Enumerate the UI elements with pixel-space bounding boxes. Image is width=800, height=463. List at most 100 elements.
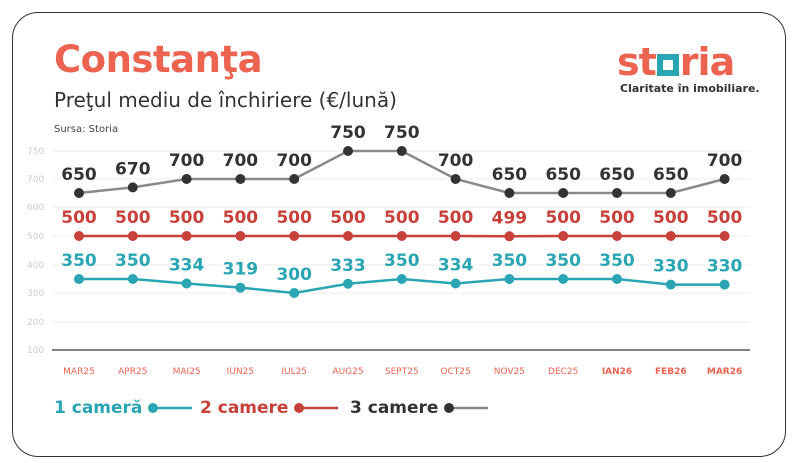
data-label: 500 <box>330 208 366 228</box>
data-label: 319 <box>223 260 259 280</box>
data-point <box>235 282 246 293</box>
data-label: 500 <box>61 208 97 228</box>
legend-line-icon <box>444 403 489 413</box>
y-tick-label: 400 <box>27 261 44 271</box>
data-point <box>289 288 300 298</box>
data-label: 350 <box>545 251 581 271</box>
y-tick-label: 750 <box>27 147 44 157</box>
data-point <box>235 231 246 241</box>
data-label: 700 <box>707 151 743 171</box>
data-point <box>719 174 730 184</box>
data-point <box>558 231 569 241</box>
x-tick-label: MAR26 <box>707 367 742 377</box>
data-point <box>665 188 676 198</box>
data-label: 750 <box>384 123 420 143</box>
data-label: 500 <box>223 208 259 228</box>
legend-line-icon <box>294 403 339 413</box>
legend-item: 3 camere <box>350 398 490 418</box>
data-label: 700 <box>169 151 205 171</box>
data-point <box>343 231 353 241</box>
legend-item: 2 camere <box>200 398 340 418</box>
data-label: 650 <box>492 165 528 185</box>
data-point <box>450 231 461 241</box>
y-tick-label: 200 <box>27 318 44 328</box>
x-tick-label: SEPT25 <box>385 367 419 377</box>
y-tick-label: 700 <box>27 175 44 185</box>
storia-logo: st ria <box>617 40 735 84</box>
y-tick-label: 300 <box>27 289 44 299</box>
logo-tagline: Claritate în imobiliare. <box>620 82 760 95</box>
data-label: 499 <box>492 208 528 228</box>
x-tick-label: MAR25 <box>63 367 95 377</box>
x-tick-label: APR25 <box>118 367 147 377</box>
data-point <box>450 278 461 289</box>
x-tick-label: NOV25 <box>494 367 525 377</box>
data-label: 650 <box>599 165 635 185</box>
data-label: 650 <box>545 165 581 185</box>
data-label: 350 <box>599 251 635 271</box>
source-note: Sursa: Storia <box>54 124 119 135</box>
data-point <box>74 231 84 241</box>
data-point <box>558 188 569 198</box>
data-label: 670 <box>115 159 151 179</box>
x-tick-label: DEC25 <box>548 367 578 377</box>
data-point <box>665 279 676 290</box>
data-point <box>504 188 515 198</box>
x-tick-label: AUG25 <box>332 367 363 377</box>
y-tick-label: 100 <box>27 346 44 356</box>
data-point <box>396 231 407 241</box>
chart-card <box>12 12 786 457</box>
y-tick-label: 500 <box>27 232 44 242</box>
data-point <box>719 231 730 241</box>
data-point <box>343 278 353 289</box>
x-tick-label: IUL25 <box>281 367 307 377</box>
data-point <box>450 174 461 184</box>
data-label: 350 <box>384 251 420 271</box>
data-point <box>181 174 192 184</box>
data-label: 650 <box>61 165 97 185</box>
data-label: 500 <box>599 208 635 228</box>
data-label: 334 <box>169 255 205 275</box>
data-point <box>665 231 676 241</box>
data-point <box>396 274 407 284</box>
data-label: 650 <box>653 165 689 185</box>
data-point <box>719 279 730 290</box>
legend-item: 1 cameră <box>54 398 194 418</box>
data-label: 700 <box>438 151 474 171</box>
data-label: 500 <box>276 208 312 228</box>
data-point <box>289 231 300 241</box>
data-label: 300 <box>276 265 312 285</box>
data-point <box>396 146 407 156</box>
data-label: 330 <box>653 257 689 277</box>
data-label: 500 <box>438 208 474 228</box>
data-point <box>612 274 622 284</box>
data-label: 500 <box>384 208 420 228</box>
logo-square-icon <box>656 54 679 76</box>
data-label: 350 <box>61 251 97 271</box>
legend-label: 3 camere <box>350 398 439 418</box>
data-point <box>612 231 622 241</box>
data-label: 500 <box>169 208 205 228</box>
chart-title: Constanţa <box>54 38 263 81</box>
data-point <box>181 278 192 289</box>
x-tick-label: IUN25 <box>227 367 254 377</box>
data-label: 750 <box>330 123 366 143</box>
data-point <box>558 274 569 284</box>
data-label: 500 <box>545 208 581 228</box>
data-label: 334 <box>438 255 474 275</box>
data-point <box>74 188 84 198</box>
legend-label: 1 cameră <box>54 398 143 418</box>
data-label: 500 <box>115 208 151 228</box>
chart-subtitle: Preţul mediu de închiriere (€/lună) <box>54 88 397 112</box>
data-label: 333 <box>330 256 366 276</box>
data-point <box>504 274 515 284</box>
legend-line-icon <box>148 403 193 413</box>
legend-label: 2 camere <box>200 398 289 418</box>
x-tick-label: FEB26 <box>655 367 687 377</box>
data-label: 350 <box>115 251 151 271</box>
data-label: 700 <box>223 151 259 171</box>
x-tick-label: MAI25 <box>173 367 201 377</box>
data-point <box>235 174 246 184</box>
data-point <box>74 274 84 284</box>
